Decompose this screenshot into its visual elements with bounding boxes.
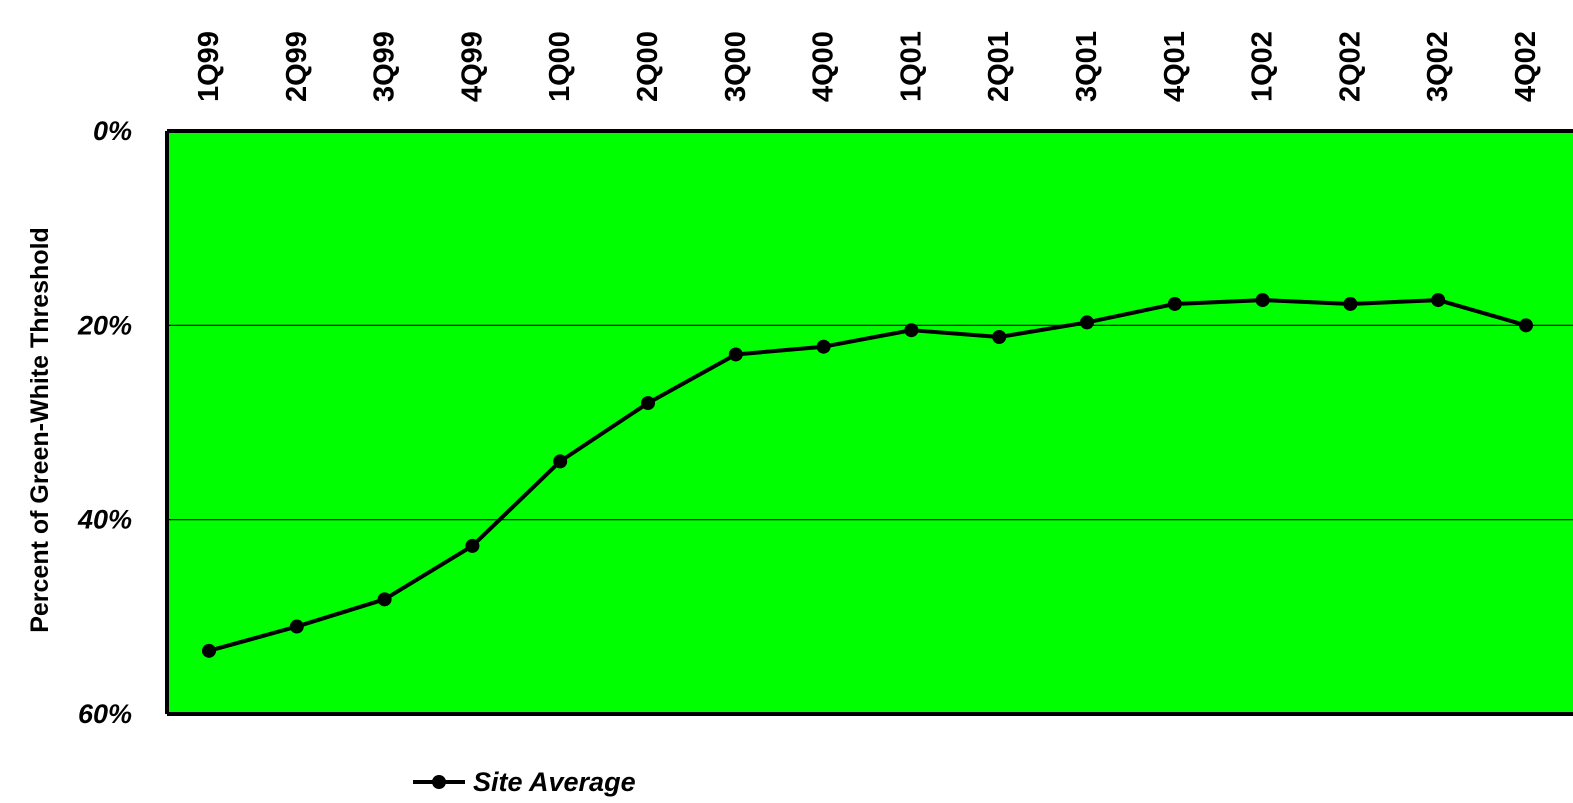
x-tick-label: 1Q01 [895, 31, 927, 102]
data-point [1343, 296, 1358, 311]
data-point [1167, 296, 1182, 311]
y-tick-labels: 0% 20% 40% 60% [77, 116, 132, 729]
data-point [377, 592, 392, 607]
gridlines [167, 324, 1573, 521]
x-tick-label: 4Q00 [808, 31, 840, 102]
data-point [728, 347, 743, 362]
x-tick-label: 3Q99 [369, 31, 401, 102]
series-layer [202, 293, 1533, 658]
series-line-site-average [208, 298, 1527, 653]
data-point [992, 329, 1007, 344]
x-tick-label: 3Q00 [720, 31, 752, 102]
x-tick-label: 1Q02 [1247, 31, 1279, 102]
legend: Site Average [413, 767, 636, 797]
x-tick-label: 3Q01 [1071, 31, 1103, 102]
x-tick-label: 2Q02 [1334, 31, 1366, 102]
data-point [816, 339, 831, 354]
data-point [1255, 293, 1270, 308]
data-point [641, 396, 655, 411]
data-point [289, 619, 304, 634]
plot-area [167, 131, 1573, 714]
x-tick-label: 2Q00 [632, 31, 664, 102]
x-tick-label: 1Q00 [544, 31, 576, 102]
x-tick-label: 2Q99 [281, 31, 313, 102]
data-point [553, 454, 568, 469]
x-tick-label: 4Q01 [1159, 31, 1191, 102]
legend-marker-swatch [432, 775, 446, 789]
x-tick-label: 2Q01 [983, 31, 1015, 102]
data-point [1519, 318, 1533, 333]
data-point [202, 643, 216, 658]
y-tick-label: 40% [77, 505, 132, 535]
data-point [465, 538, 480, 553]
y-tick-label: 20% [77, 310, 132, 340]
x-tick-labels: 1Q99 2Q99 3Q99 4Q99 1Q00 2Q00 3Q00 4Q00 1Q01 2Q01… [193, 31, 1542, 102]
x-tick-label: 1Q99 [193, 31, 225, 102]
x-tick-label: 4Q99 [456, 31, 488, 102]
plot-border [165, 129, 1573, 716]
y-axis-title: Percent of Green-White Threshold [26, 227, 54, 633]
data-point [904, 323, 919, 338]
x-tick-label: 4Q02 [1510, 31, 1542, 102]
y-tick-label: 0% [93, 116, 132, 146]
data-point [1431, 293, 1446, 308]
legend-label: Site Average [473, 767, 636, 797]
y-tick-label: 60% [78, 699, 132, 729]
x-tick-label: 3Q02 [1422, 31, 1454, 102]
data-point [1080, 315, 1094, 330]
